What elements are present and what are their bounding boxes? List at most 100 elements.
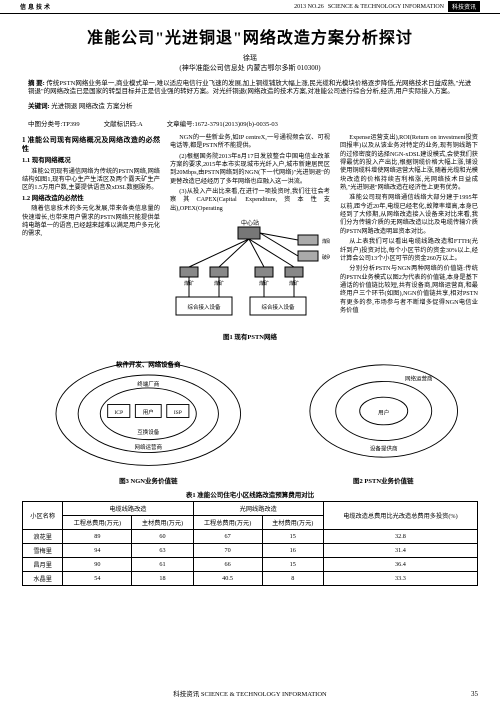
table-1: 表1 准能公司住宅小区线路改造预算费用对比 小区名称 电缆线路改造 光网线路改造… bbox=[22, 489, 478, 586]
table-cell: 94 bbox=[63, 544, 132, 558]
th-group1: 电缆线路改造 bbox=[63, 502, 193, 516]
keywords: 关键词: 光进铜退 网络改造 方案分析 bbox=[28, 103, 472, 112]
table-cell: 雪梅里 bbox=[23, 544, 63, 558]
author-name: 徐瑶 bbox=[0, 54, 500, 64]
column-3: Expense运营支出),ROI(Return on investment投资回… bbox=[340, 134, 478, 345]
svg-text:破碎站: 破碎站 bbox=[322, 254, 330, 261]
page-header: 信息技术 2013 NO.26 SCIENCE & TECHNOLOGY INF… bbox=[0, 0, 500, 14]
figure-1: 中心站 煤矿 破碎站 煤矿 煤矿 煤矿 bbox=[170, 217, 330, 343]
fig3-svg: 软件开发、网络设备商 终端厂商 ICP 用户 ISP 互换设备 网络运营商 bbox=[22, 351, 275, 471]
table-cell: 67 bbox=[193, 530, 262, 544]
col1-p2: 随着信息技术的多元化发展,带来各类信息量的快速增长,也带来用户需求的PSTN网络… bbox=[22, 205, 160, 238]
svg-text:综合接入设备: 综合接入设备 bbox=[187, 303, 221, 311]
meta-row: 中图分类号:TP399 文献标识码:A 文章编号:1672-3791(2013)… bbox=[28, 118, 472, 128]
th-c2: 主材费用(万元) bbox=[132, 516, 193, 530]
page-number: 35 bbox=[471, 690, 478, 698]
th-area: 小区名称 bbox=[23, 502, 63, 530]
table-cell: 8 bbox=[262, 572, 323, 586]
table-row: 昌月里9061661536.4 bbox=[23, 558, 478, 572]
col2-p1: NGN的一些新业务,如IP centreX,一号通视频会议、可视电话等,都是PS… bbox=[170, 134, 330, 151]
table-cell: 54 bbox=[63, 572, 132, 586]
svg-text:软件开发、网络设备商: 软件开发、网络设备商 bbox=[116, 360, 181, 369]
figure-3: 软件开发、网络设备商 终端厂商 ICP 用户 ISP 互换设备 网络运营商 图3… bbox=[22, 351, 275, 485]
abstract: 摘 要: 传统PSTN网络业务单一,商业模式单一,难以适应电信行业飞速的发展,加… bbox=[28, 80, 472, 98]
svg-text:用户: 用户 bbox=[378, 409, 389, 417]
table-row: 水晶里541840.5833.3 bbox=[23, 572, 478, 586]
sec12-heading: 1.2 网络改造的必然性 bbox=[22, 195, 160, 204]
svg-text:设备提供商: 设备提供商 bbox=[370, 445, 398, 453]
table-cell: 16 bbox=[262, 544, 323, 558]
table-cell: 15 bbox=[262, 558, 323, 572]
table-caption: 表1 准能公司住宅小区线路改造预算费用对比 bbox=[22, 489, 478, 499]
table-cell: 36.4 bbox=[323, 558, 477, 572]
table-header-group: 小区名称 电缆线路改造 光网线路改造 电缆改造总费用比光改造总费用多投资(%) bbox=[23, 502, 478, 516]
svg-text:ICP: ICP bbox=[114, 410, 123, 416]
clc: 中图分类号:TP399 bbox=[28, 118, 80, 128]
abstract-text: 传统PSTN网络业务单一,商业模式单一,难以适应电信行业飞速的发展,加上铜缆铺放… bbox=[28, 80, 471, 96]
col2-p2: (2)根据国务院2013年8月17日发放整合中国电信业改革方案的要求,2015年… bbox=[170, 153, 330, 186]
articleno: 文章编号:1672-3791(2013)09(b)-0035-03 bbox=[167, 118, 278, 128]
column-1: 1 准能公司现有网络概况及网络改造的必然性 1.1 现有网络概况 准能公司现有通… bbox=[22, 134, 160, 345]
svg-text:网络运营商: 网络运营商 bbox=[405, 375, 433, 383]
article-title: 准能公司"光进铜退"网络改造方案分析探讨 bbox=[0, 24, 500, 48]
col3-p4: 分别分析PSTN与NGN两种网络的价值链:传统的PSTN业务模式以图2为代表的价… bbox=[340, 265, 478, 315]
figure-2: 网络运营商 用户 设备提供商 图2 PSTN业务价值链 bbox=[289, 351, 478, 485]
th-group2: 光网线路改造 bbox=[193, 502, 323, 516]
fig1-caption: 图1 现有PSTN网络 bbox=[170, 334, 330, 343]
body-columns: 1 准能公司现有网络概况及网络改造的必然性 1.1 现有网络概况 准能公司现有通… bbox=[22, 134, 478, 345]
table-cell: 40.5 bbox=[193, 572, 262, 586]
col2-p3: (3)从投入产出比来看,在进行一项投资时,我们往往会考察其CAPEX(Capit… bbox=[170, 188, 330, 213]
svg-text:终端厂商: 终端厂商 bbox=[137, 380, 160, 388]
author-block: 徐瑶 (神华准能公司信息处 内蒙古鄂尔多斯 010300) bbox=[0, 54, 500, 74]
table-cell: 63 bbox=[132, 544, 193, 558]
table-cell: 15 bbox=[262, 530, 323, 544]
fig3-caption: 图3 NGN业务价值链 bbox=[22, 475, 275, 485]
table-row: 浪花里8960671532.8 bbox=[23, 530, 478, 544]
table-cell: 水晶里 bbox=[23, 572, 63, 586]
svg-text:用户: 用户 bbox=[143, 408, 154, 416]
sec1-heading: 1 准能公司现有网络概况及网络改造的必然性 bbox=[22, 136, 160, 155]
fig2-caption: 图2 PSTN业务价值链 bbox=[289, 475, 478, 485]
fig1-top-label: 中心站 bbox=[241, 219, 259, 227]
table-cell: 60 bbox=[132, 530, 193, 544]
docmark: 文献标识码:A bbox=[104, 118, 143, 128]
table-cell: 61 bbox=[132, 558, 193, 572]
col3-p2: 准能公司现有网络通信线络大部分建于1995年以前,距今近20年,电缆已经老化,故… bbox=[340, 194, 478, 236]
abstract-label: 摘 要: bbox=[28, 80, 45, 87]
fig1-svg: 中心站 煤矿 破碎站 煤矿 煤矿 煤矿 bbox=[170, 217, 330, 329]
header-date: 2013 NO.26 bbox=[294, 4, 324, 10]
svg-text:综合接入设备: 综合接入设备 bbox=[261, 303, 295, 311]
cost-table: 小区名称 电缆线路改造 光网线路改造 电缆改造总费用比光改造总费用多投资(%) … bbox=[22, 501, 478, 586]
col1-p1: 准能公司现有通信网络为传统的PSTN网络,网络结构如图1,现有中心生产生活区及两… bbox=[22, 168, 160, 193]
table-cell: 32.8 bbox=[323, 530, 477, 544]
affiliation: (神华准能公司信息处 内蒙古鄂尔多斯 010300) bbox=[0, 64, 500, 74]
keywords-label: 关键词: bbox=[28, 103, 50, 110]
table-cell: 70 bbox=[193, 544, 262, 558]
table-cell: 90 bbox=[63, 558, 132, 572]
header-right: 2013 NO.26 SCIENCE & TECHNOLOGY INFORMAT… bbox=[294, 1, 480, 12]
header-eng: SCIENCE & TECHNOLOGY INFORMATION bbox=[328, 4, 444, 10]
svg-text:互换设备: 互换设备 bbox=[137, 428, 160, 436]
column-2: NGN的一些新业务,如IP centreX,一号通视频会议、可视电话等,都是PS… bbox=[170, 134, 330, 345]
table-cell: 昌月里 bbox=[23, 558, 63, 572]
svg-text:ISP: ISP bbox=[174, 410, 182, 416]
header-left: 信息技术 bbox=[20, 2, 52, 11]
header-badge: 科技资讯 bbox=[448, 1, 480, 12]
th-c3: 工程总费用(万元) bbox=[193, 516, 262, 530]
figures-row: 软件开发、网络设备商 终端厂商 ICP 用户 ISP 互换设备 网络运营商 图3… bbox=[22, 351, 478, 485]
table-cell: 31.4 bbox=[323, 544, 477, 558]
table-cell: 浪花里 bbox=[23, 530, 63, 544]
col3-p3: 从上表我们可以看出电缆线路改造和FTTH(光纤到户)投资对比,每个小区节约的资金… bbox=[340, 238, 478, 263]
fig2-svg: 网络运营商 用户 设备提供商 bbox=[289, 351, 478, 471]
sec11-heading: 1.1 现有网络概况 bbox=[22, 157, 160, 166]
svg-text:网络运营商: 网络运营商 bbox=[135, 443, 163, 451]
svg-text:煤矿: 煤矿 bbox=[322, 238, 330, 245]
keywords-text: 光进铜退 网络改造 方案分析 bbox=[51, 103, 132, 110]
th-group3: 电缆改造总费用比光改造总费用多投资(%) bbox=[323, 502, 477, 530]
table-body: 浪花里8960671532.8雪梅里9463701631.4昌月里9061661… bbox=[23, 530, 478, 586]
table-row: 雪梅里9463701631.4 bbox=[23, 544, 478, 558]
table-cell: 33.3 bbox=[323, 572, 477, 586]
table-cell: 89 bbox=[63, 530, 132, 544]
table-cell: 18 bbox=[132, 572, 193, 586]
page-footer: 科技资讯 SCIENCE & TECHNOLOGY INFORMATION bbox=[0, 688, 500, 698]
